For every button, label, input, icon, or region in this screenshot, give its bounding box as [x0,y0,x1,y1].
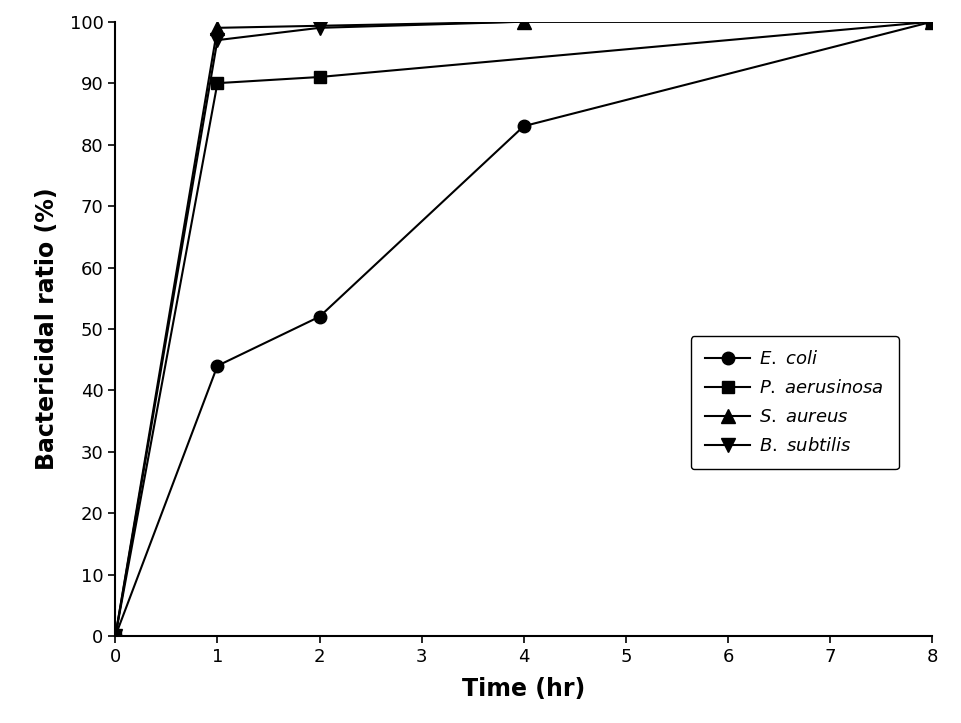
Y-axis label: Bactericidal ratio (%): Bactericidal ratio (%) [35,188,59,470]
X-axis label: Time (hr): Time (hr) [462,677,585,701]
Legend: $\it{E.}$ $\it{coli}$, $\it{P.}$ $\it{aerusinosa}$, $\it{S.}$ $\it{aureus}$, $\i: $\it{E.}$ $\it{coli}$, $\it{P.}$ $\it{ae… [691,336,899,469]
